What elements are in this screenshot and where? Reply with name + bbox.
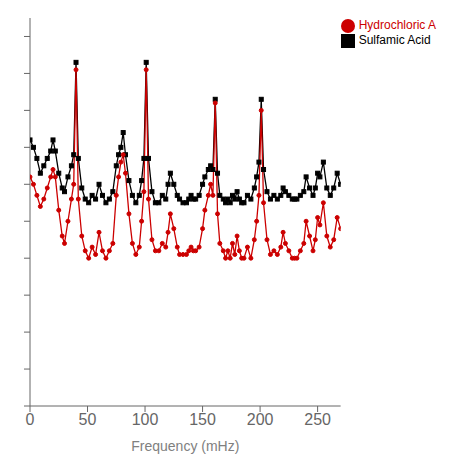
svg-text:150: 150 [189, 411, 216, 428]
html-text:Hydrochloric A: Hydrochloric A [358, 18, 436, 32]
svg-text:100: 100 [132, 411, 159, 428]
svg-text:0: 0 [26, 411, 35, 428]
svg-text:200: 200 [247, 411, 274, 428]
svg-text:Frequency (mHz): Frequency (mHz) [131, 438, 239, 454]
html-text:Sulfamic Acid: Sulfamic Acid [358, 32, 431, 47]
svg-text:250: 250 [304, 411, 331, 428]
svg-text:50: 50 [79, 411, 97, 428]
